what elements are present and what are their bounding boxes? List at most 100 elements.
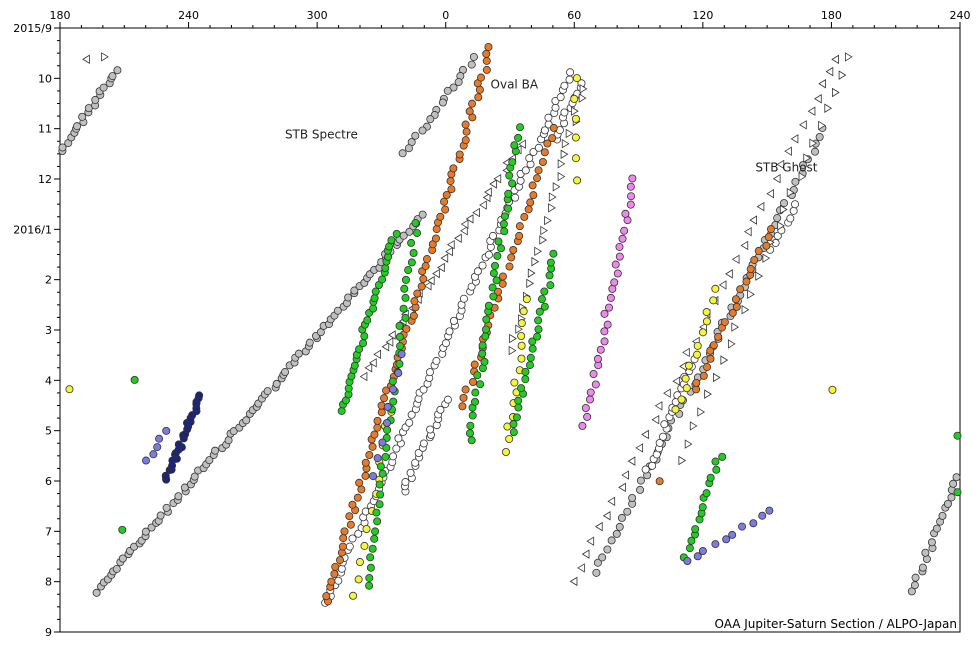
data-point-triangle-right <box>579 84 588 94</box>
data-point-green <box>365 581 374 590</box>
data-point-green <box>546 281 555 290</box>
data-point-green <box>130 375 139 384</box>
data-point-gray <box>174 492 183 501</box>
data-point-orange <box>461 120 470 129</box>
data-point-triangle-right <box>803 153 811 163</box>
data-point-orange <box>436 212 445 221</box>
data-point-orange <box>345 512 354 521</box>
data-point-white <box>511 193 520 202</box>
data-point-green <box>468 411 477 420</box>
data-point-orange <box>455 150 464 159</box>
data-point-blue <box>765 506 774 515</box>
data-point-green <box>387 236 396 245</box>
data-point-yellow <box>517 341 526 350</box>
data-point-gray <box>211 446 220 455</box>
data-point-pink <box>589 370 598 379</box>
data-point-triangle-right <box>741 304 750 315</box>
data-point-pink <box>608 284 617 293</box>
data-point-orange <box>505 262 514 271</box>
data-point-triangle-left <box>682 347 690 358</box>
data-point-triangle-right <box>818 120 826 131</box>
data-point-yellow <box>681 374 690 383</box>
data-point-triangle-left <box>445 246 453 257</box>
y-tick-label: 8 <box>45 576 52 589</box>
plot-area <box>59 27 961 633</box>
data-point-orange <box>462 127 471 136</box>
data-point-triangle-right <box>712 372 721 383</box>
data-point-triangle-left <box>743 226 752 237</box>
data-point-green <box>478 341 487 350</box>
data-point-orange <box>764 233 773 242</box>
data-point-gray <box>418 126 427 135</box>
data-point-orange <box>540 148 549 157</box>
data-point-white <box>566 68 575 77</box>
data-point-gray <box>404 144 413 153</box>
data-point-gray <box>780 199 789 208</box>
data-point-triangle-left <box>381 342 390 352</box>
data-point-white <box>426 425 435 434</box>
data-point-orange <box>538 158 547 167</box>
data-point-triangle-left <box>814 94 822 104</box>
data-point-orange <box>484 42 493 51</box>
data-point-white <box>540 126 549 135</box>
data-point-blue <box>142 456 151 465</box>
data-point-white <box>659 432 668 441</box>
data-point-triangle-right <box>838 70 847 80</box>
data-point-triangle-left <box>818 79 826 89</box>
data-point-orange <box>355 478 364 487</box>
data-point-pink <box>605 303 614 312</box>
data-point-white <box>786 214 795 223</box>
data-point-green <box>540 287 549 296</box>
data-point-gray <box>943 499 952 508</box>
data-point-orange <box>446 177 455 186</box>
data-point-orange <box>409 311 418 320</box>
data-point-triangle-right <box>540 225 549 236</box>
data-point-green <box>504 204 513 213</box>
data-point-orange <box>422 255 431 264</box>
data-point-orange <box>458 402 467 411</box>
data-point-orange <box>447 185 456 194</box>
data-point-green <box>383 425 392 434</box>
data-point-green <box>373 517 382 526</box>
data-point-triangle-right <box>697 407 706 417</box>
data-point-blue <box>758 511 767 520</box>
data-point-orange <box>709 341 718 350</box>
data-point-green <box>370 294 379 303</box>
data-point-gray <box>426 115 435 124</box>
data-point-gray <box>141 527 150 536</box>
data-point-triangle-right <box>844 52 853 62</box>
data-point-triangle-left <box>484 187 492 197</box>
data-point-green <box>381 264 390 273</box>
data-point-green <box>371 287 380 296</box>
data-point-gray <box>628 494 637 503</box>
data-point-yellow <box>505 434 514 443</box>
data-point-white <box>478 261 487 270</box>
data-point-triangle-right <box>557 171 566 182</box>
data-point-triangle-left <box>602 511 611 521</box>
data-point-green <box>953 431 962 440</box>
data-point-green <box>509 420 518 429</box>
data-point-gray <box>405 227 414 236</box>
data-point-green <box>360 332 369 341</box>
data-point-orange <box>515 222 524 231</box>
data-point-triangle-left <box>364 363 373 373</box>
data-point-green <box>366 563 375 572</box>
data-point-triangle-right <box>565 128 574 139</box>
data-point-orange <box>441 205 450 214</box>
data-point-white <box>419 439 428 448</box>
data-point-green <box>480 357 489 366</box>
data-point-blue <box>162 426 171 435</box>
data-point-green <box>489 269 498 278</box>
data-point-green <box>388 377 397 386</box>
data-point-triangle-left <box>446 240 455 250</box>
data-point-gray <box>469 52 478 61</box>
data-point-green <box>344 384 353 393</box>
data-point-yellow <box>573 176 582 185</box>
data-point-white <box>443 395 452 404</box>
data-point-white <box>348 534 357 543</box>
data-point-triangle-left <box>725 269 733 279</box>
data-point-triangle-left <box>385 337 394 347</box>
data-point-yellow <box>571 133 580 142</box>
data-point-blue <box>728 530 737 539</box>
data-point-yellow <box>671 405 680 414</box>
